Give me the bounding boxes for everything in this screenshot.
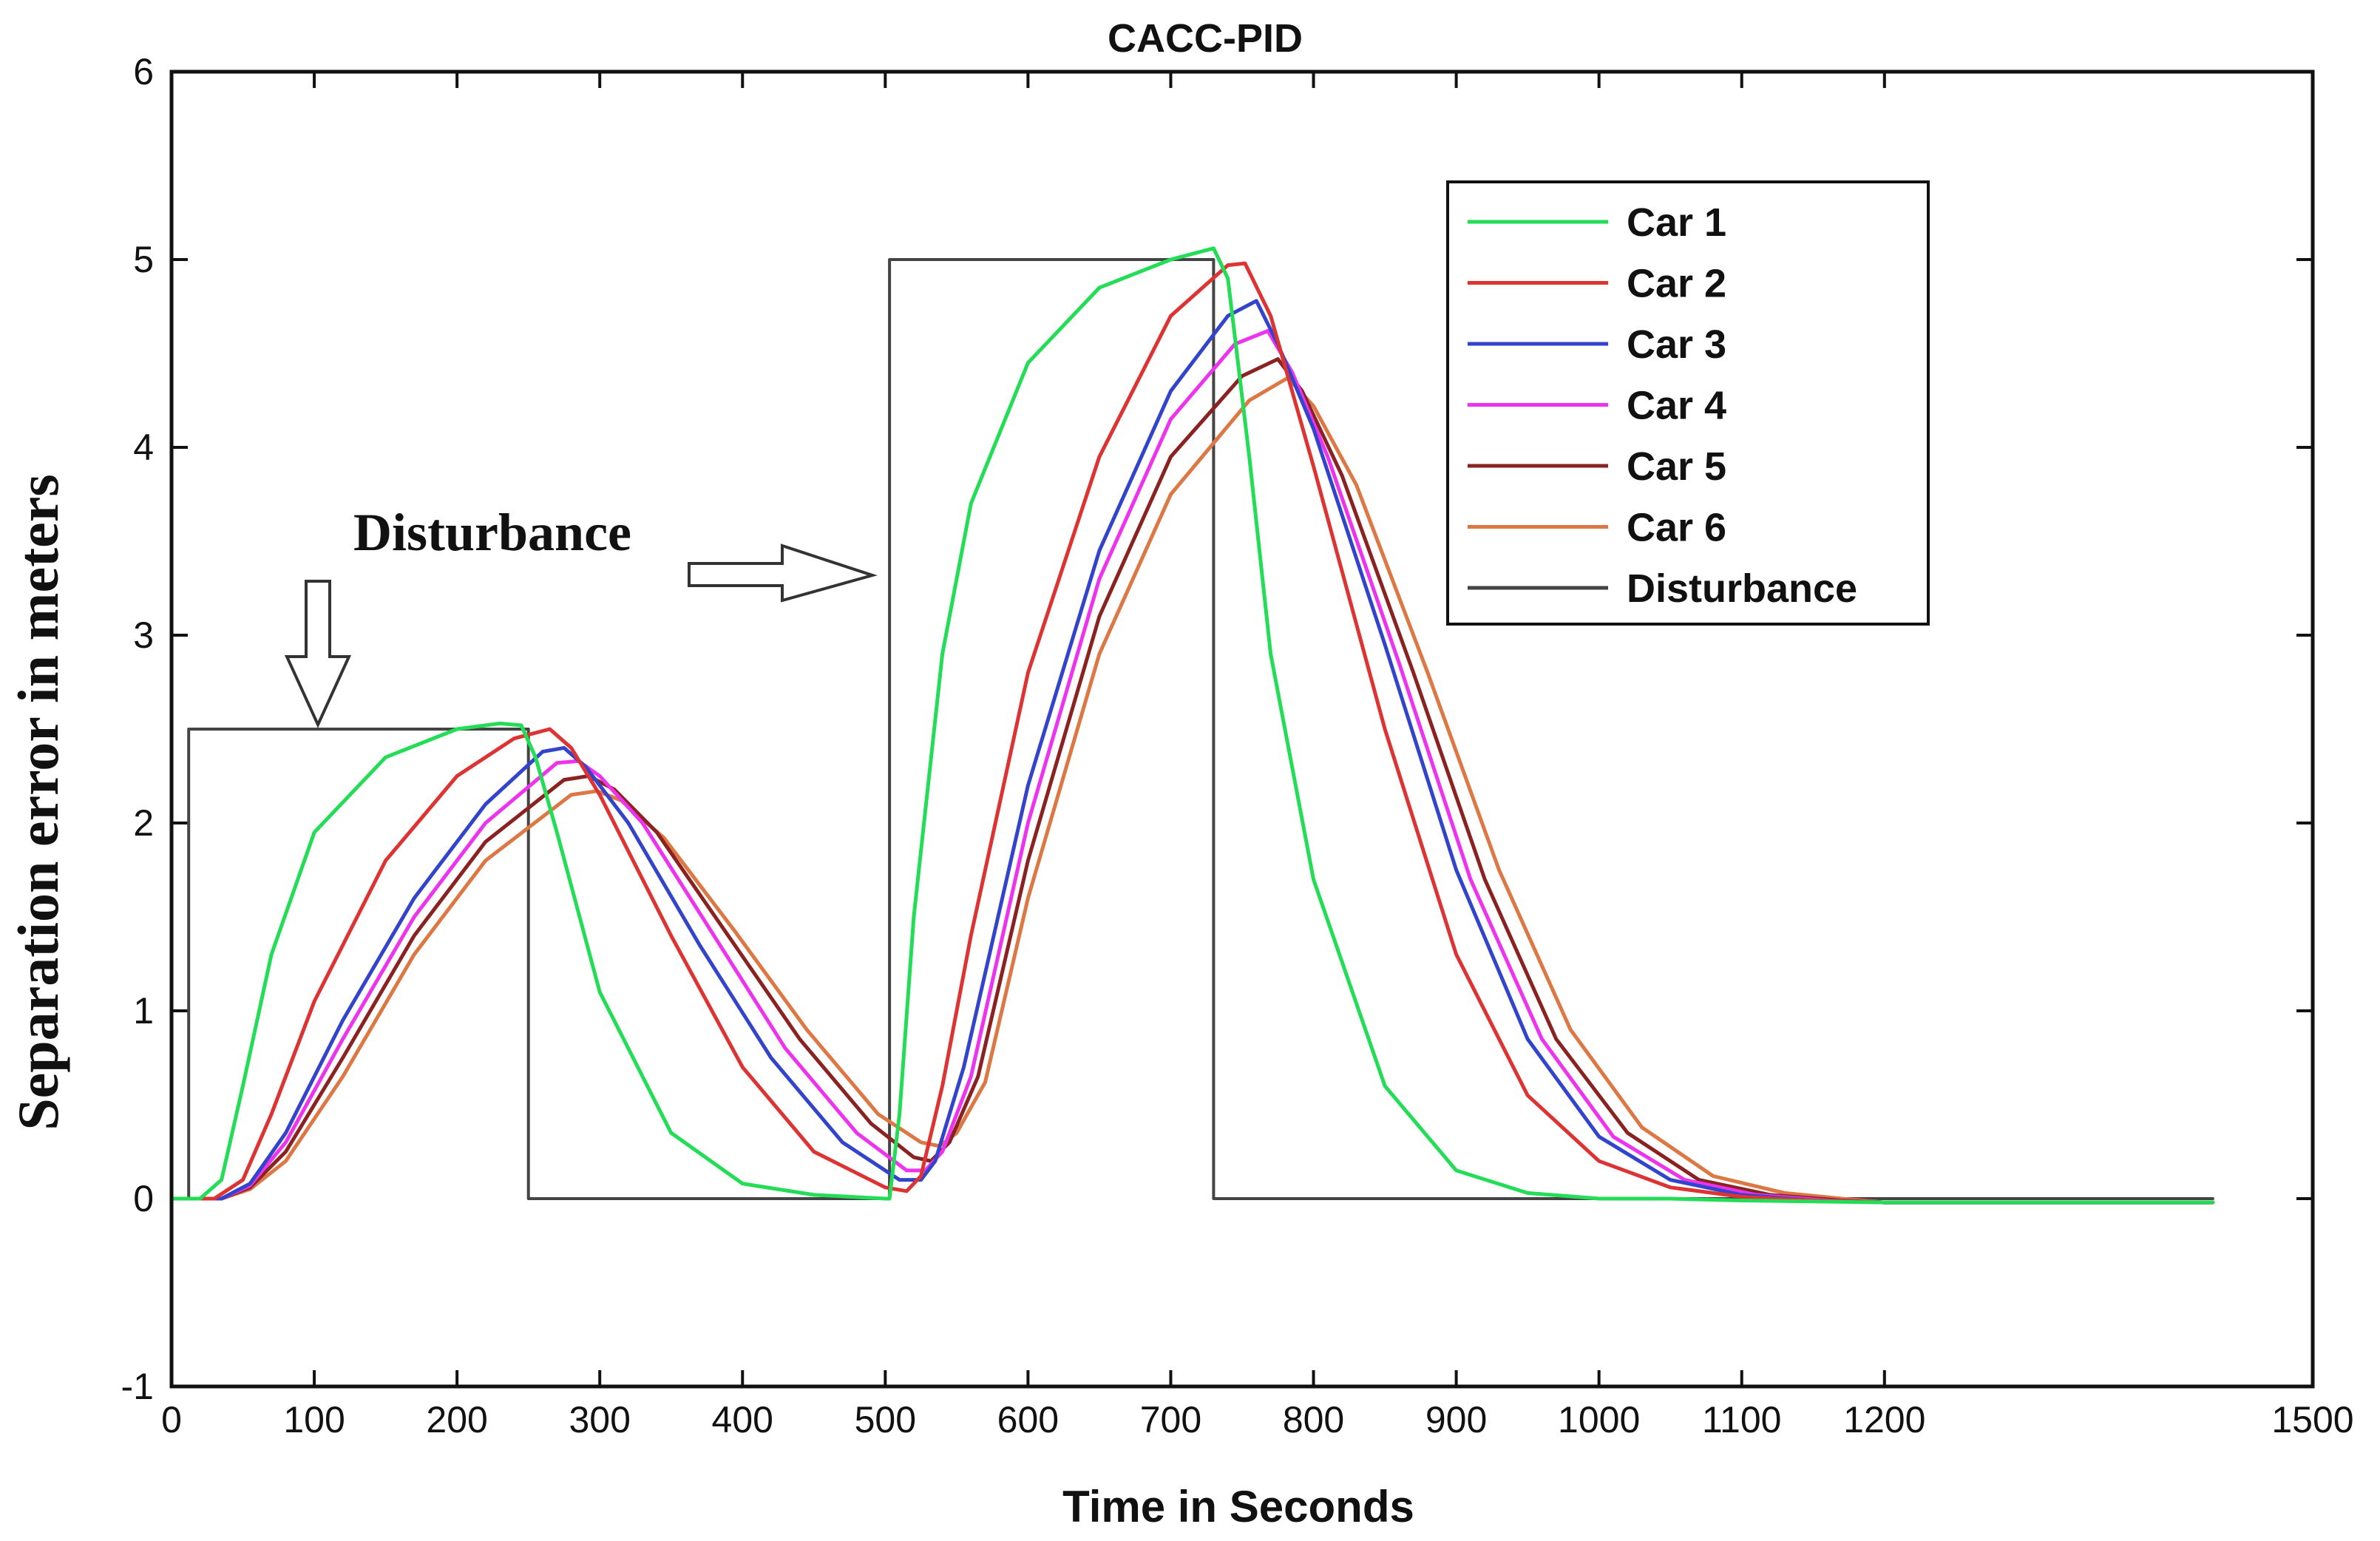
x-tick-label: 900 (1425, 1399, 1487, 1440)
y-tick-label: 5 (133, 239, 154, 280)
legend: Car 1 Car 2 Car 3 Car 4 Car 5 Car 6 Disturbanc… (1446, 180, 1930, 626)
y-tick-label: 0 (133, 1178, 154, 1219)
y-tick-label: 1 (133, 990, 154, 1032)
y-tick-label: 2 (133, 802, 154, 844)
y-axis-label: Separation error in meters (6, 474, 70, 1130)
x-tick-label: 200 (426, 1399, 487, 1440)
x-tick-label: 500 (855, 1399, 916, 1440)
plot-frame (169, 70, 2315, 1389)
x-tick-label: 400 (712, 1399, 773, 1440)
legend-label-car-1: Car 1 (1627, 200, 1726, 245)
x-tick-label: 300 (569, 1399, 630, 1440)
x-tick-label: 800 (1283, 1399, 1344, 1440)
y-tick-label: -1 (121, 1366, 154, 1407)
x-tick-label: 100 (283, 1399, 345, 1440)
down-arrow-icon (284, 580, 352, 728)
x-tick-label: 1200 (1843, 1399, 1925, 1440)
series-line-disturbance (172, 258, 2214, 1200)
y-tick-label: 6 (133, 51, 154, 92)
legend-label-car-2: Car 2 (1627, 262, 1726, 306)
series-line-car-3 (172, 299, 2215, 1205)
legend-label-car-6: Car 6 (1627, 506, 1726, 550)
legend-label-car-3: Car 3 (1627, 322, 1726, 367)
legend-entries: Car 1 Car 2 Car 3 Car 4 Car 5 Car 6 Disturbanc… (1468, 200, 1857, 611)
series-line-car-6 (172, 376, 2215, 1205)
x-tick-label: 1500 (2271, 1399, 2353, 1440)
series-layer (172, 246, 2215, 1205)
y-tick-label: 4 (133, 427, 154, 468)
x-tick-label: 1100 (1702, 1399, 1782, 1440)
x-tick-label: 1000 (1558, 1399, 1640, 1440)
x-tick-label: 0 (161, 1399, 182, 1440)
series-line-car-4 (172, 329, 2215, 1205)
legend-label-car-5: Car 5 (1627, 444, 1726, 489)
right-arrow-icon (688, 543, 878, 603)
series-line-car-1 (172, 246, 2215, 1205)
legend-label-disturbance: Disturbance (1627, 566, 1857, 611)
series-line-car-5 (172, 357, 2215, 1205)
disturbance-annotation: Disturbance (284, 503, 878, 728)
chart-title: CACC-PID (1108, 16, 1303, 61)
x-tick-label: 700 (1140, 1399, 1201, 1440)
y-tick-label: 3 (133, 614, 154, 656)
annotation-label: Disturbance (353, 503, 631, 562)
series-line-car-2 (172, 261, 2215, 1205)
legend-label-car-4: Car 4 (1627, 384, 1726, 428)
x-tick-label: 600 (997, 1399, 1059, 1440)
x-axis-label: Time in Seconds (1062, 1482, 1414, 1531)
ticks-layer: 0 100 200 300 400 500 600 700 800 900 1000 1100 1200… (121, 51, 2354, 1440)
